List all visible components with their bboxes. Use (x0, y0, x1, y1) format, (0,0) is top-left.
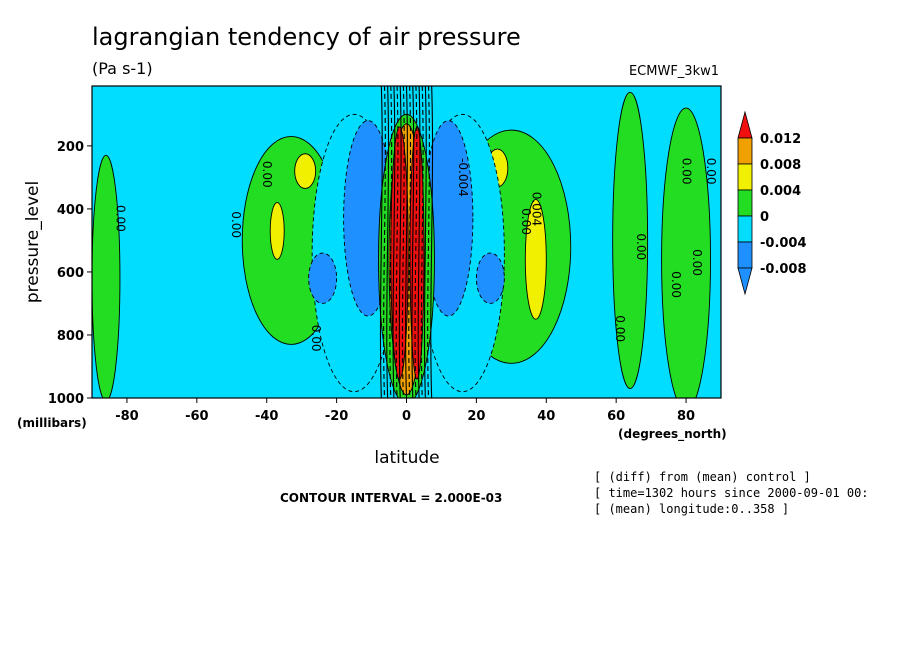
colorbar-label: 0.004 (760, 184, 801, 199)
contour-interval: CONTOUR INTERVAL = 2.000E-03 (280, 491, 502, 505)
colorbar-swatch-yellow (737, 163, 753, 191)
chart-units: (Pa s-1) (92, 59, 153, 78)
equator-contour-5 (395, 86, 399, 398)
y-axis-units: (millibars) (17, 416, 87, 430)
x-tick-label: 60 (607, 409, 625, 424)
x-tick-label: -60 (185, 409, 209, 424)
info-line-1: [ (diff) from (mean) control ] (594, 470, 811, 484)
equator-contour-9 (408, 86, 412, 398)
field-region-5 (524, 199, 547, 320)
x-tick-label: 0 (402, 409, 411, 424)
contour-label: 0.00 (260, 161, 274, 188)
field-region-12 (423, 120, 474, 317)
contour-label: 0.00 (519, 208, 533, 235)
colorbar-label: 0.012 (760, 132, 801, 147)
field-region-2 (269, 202, 285, 260)
y-tick-label: 200 (57, 140, 84, 155)
x-tick-label: 20 (467, 409, 485, 424)
contour-label: 0.00 (113, 205, 127, 232)
x-tick-label: -20 (325, 409, 349, 424)
colorbar-label: 0 (760, 210, 769, 225)
y-axis-ticks: 200 400 600 800 1000 (48, 140, 92, 407)
contour-label: 0.00 (634, 233, 648, 260)
y-axis-label: pressure_level (23, 181, 43, 303)
colorbar-label: -0.008 (760, 262, 807, 277)
y-tick-label: 1000 (48, 392, 84, 407)
equator-contour-8 (405, 86, 408, 398)
colorbar-swatch-cyan (737, 215, 753, 243)
colorbar-bottom-arrow (737, 267, 753, 296)
equator-contour-11 (414, 86, 418, 398)
colorbar-top-arrow (737, 110, 753, 139)
colorbar-label: 0.008 (760, 158, 801, 173)
field-region-8 (92, 154, 121, 398)
x-tick-label: -80 (115, 409, 139, 424)
contour-label: 0.004 (529, 192, 543, 226)
colorbar-swatch-orange (737, 137, 753, 165)
x-axis-ticks: -80 -60 -40 -20 0 20 40 60 80 (115, 398, 695, 424)
equator-contour-13 (420, 86, 424, 398)
colorbar-swatch-blue (737, 241, 753, 269)
info-line-2: [ time=1302 hours since 2000-09-01 00: (594, 486, 869, 500)
contour-label: 0.00 (704, 158, 718, 185)
y-tick-label: 600 (57, 266, 84, 281)
field-region-6 (661, 107, 711, 398)
equator-contour-15 (427, 86, 430, 398)
chart-title: lagrangian tendency of air pressure (92, 23, 521, 51)
x-axis-units: (degrees_north) (618, 427, 727, 442)
x-axis-label: latitude (374, 448, 439, 468)
model-name: ECMWF_3kw1 (629, 64, 719, 79)
equator-contour-3 (389, 86, 393, 398)
equator-contour-16 (430, 86, 434, 398)
equator-contour-4 (392, 86, 396, 398)
contour-label: 0.00 (229, 211, 243, 238)
equator-contour-10 (411, 86, 415, 398)
field-region-7 (612, 91, 649, 389)
contour-label: 0.00 (680, 158, 694, 185)
info-line-3: [ (mean) longitude:0..358 ] (594, 502, 789, 516)
equator-contour-12 (417, 86, 421, 398)
equator-contour-6 (398, 86, 402, 398)
contour-label: 0.00 (690, 249, 704, 276)
contour-labels: 0.000.000.000.00-0.0040.000.0040.000.000… (113, 158, 718, 352)
x-tick-label: 40 (537, 409, 555, 424)
x-tick-label: -40 (255, 409, 279, 424)
contour-label: -0.004 (456, 158, 470, 197)
equator-contour-2 (386, 86, 390, 398)
colorbar: 0.012 0.008 0.004 0 -0.004 -0.008 (737, 110, 807, 296)
contour-label: 0.00 (613, 315, 627, 342)
equator-contour-1 (383, 86, 386, 398)
colorbar-swatch-green (737, 189, 753, 217)
x-tick-label: 80 (677, 409, 695, 424)
y-tick-label: 400 (57, 203, 84, 218)
equator-contour-14 (423, 86, 427, 398)
contour-field (92, 86, 721, 398)
equator-contour-0 (379, 86, 383, 398)
colorbar-label: -0.004 (760, 236, 807, 251)
contour-label: 0.00 (669, 271, 683, 298)
contour-label: 0.00 (309, 325, 323, 352)
y-tick-label: 800 (57, 329, 84, 344)
field-region-14 (475, 252, 505, 304)
field-region-13 (308, 252, 338, 304)
equator-contour-7 (401, 86, 405, 398)
field-region-1 (294, 153, 317, 189)
